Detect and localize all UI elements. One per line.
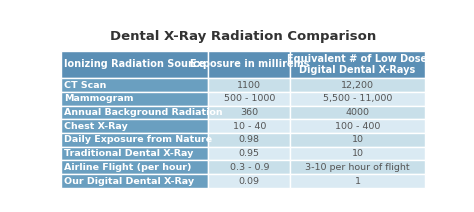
Bar [290, 106, 425, 119]
Bar [209, 147, 290, 160]
Bar [61, 160, 209, 174]
Bar [61, 147, 209, 160]
Bar [290, 160, 425, 174]
Bar [290, 92, 425, 106]
Text: CT Scan: CT Scan [64, 81, 106, 89]
Bar [209, 78, 290, 92]
Text: Dental X-Ray Radiation Comparison: Dental X-Ray Radiation Comparison [110, 29, 376, 43]
Bar [290, 78, 425, 92]
Bar [209, 119, 290, 133]
Text: Annual Background Radiation: Annual Background Radiation [64, 108, 223, 117]
Text: 0.09: 0.09 [239, 177, 260, 186]
Bar [61, 51, 209, 78]
Bar [290, 147, 425, 160]
Text: Mammogram: Mammogram [64, 94, 134, 103]
Text: 10: 10 [352, 149, 364, 158]
Bar [61, 119, 209, 133]
Bar [290, 174, 425, 188]
Text: 10: 10 [352, 135, 364, 144]
Text: 0.98: 0.98 [239, 135, 260, 144]
Bar [61, 78, 209, 92]
Text: 3-10 per hour of flight: 3-10 per hour of flight [305, 163, 410, 172]
Text: 0.3 - 0.9: 0.3 - 0.9 [229, 163, 269, 172]
Bar [61, 133, 209, 147]
Text: 360: 360 [240, 108, 258, 117]
Bar [209, 160, 290, 174]
Bar [209, 133, 290, 147]
Text: 4000: 4000 [346, 108, 370, 117]
Text: Traditional Dental X-Ray: Traditional Dental X-Ray [64, 149, 193, 158]
Text: Our Digital Dental X-Ray: Our Digital Dental X-Ray [64, 177, 194, 186]
Text: 12,200: 12,200 [341, 81, 374, 89]
Bar [290, 51, 425, 78]
Text: Daily Exposure from Nature: Daily Exposure from Nature [64, 135, 212, 144]
Text: 5,500 - 11,000: 5,500 - 11,000 [323, 94, 392, 103]
Bar [209, 106, 290, 119]
Text: 500 - 1000: 500 - 1000 [224, 94, 275, 103]
Bar [209, 174, 290, 188]
Bar [61, 106, 209, 119]
Text: Equivalent # of Low Dose
Digital Dental X-Rays: Equivalent # of Low Dose Digital Dental … [287, 54, 428, 75]
Bar [61, 92, 209, 106]
Bar [209, 92, 290, 106]
Bar [61, 174, 209, 188]
Text: 1: 1 [355, 177, 361, 186]
Bar [290, 119, 425, 133]
Text: Ionizing Radiation Source: Ionizing Radiation Source [64, 59, 205, 70]
Bar [209, 51, 290, 78]
Text: Chest X-Ray: Chest X-Ray [64, 122, 128, 131]
Text: 100 - 400: 100 - 400 [335, 122, 380, 131]
Text: 1100: 1100 [237, 81, 261, 89]
Text: 10 - 40: 10 - 40 [233, 122, 266, 131]
Bar [290, 133, 425, 147]
Text: Airline Flight (per hour): Airline Flight (per hour) [64, 163, 191, 172]
Text: 0.95: 0.95 [239, 149, 260, 158]
Text: Exposure in millirems: Exposure in millirems [190, 59, 309, 70]
